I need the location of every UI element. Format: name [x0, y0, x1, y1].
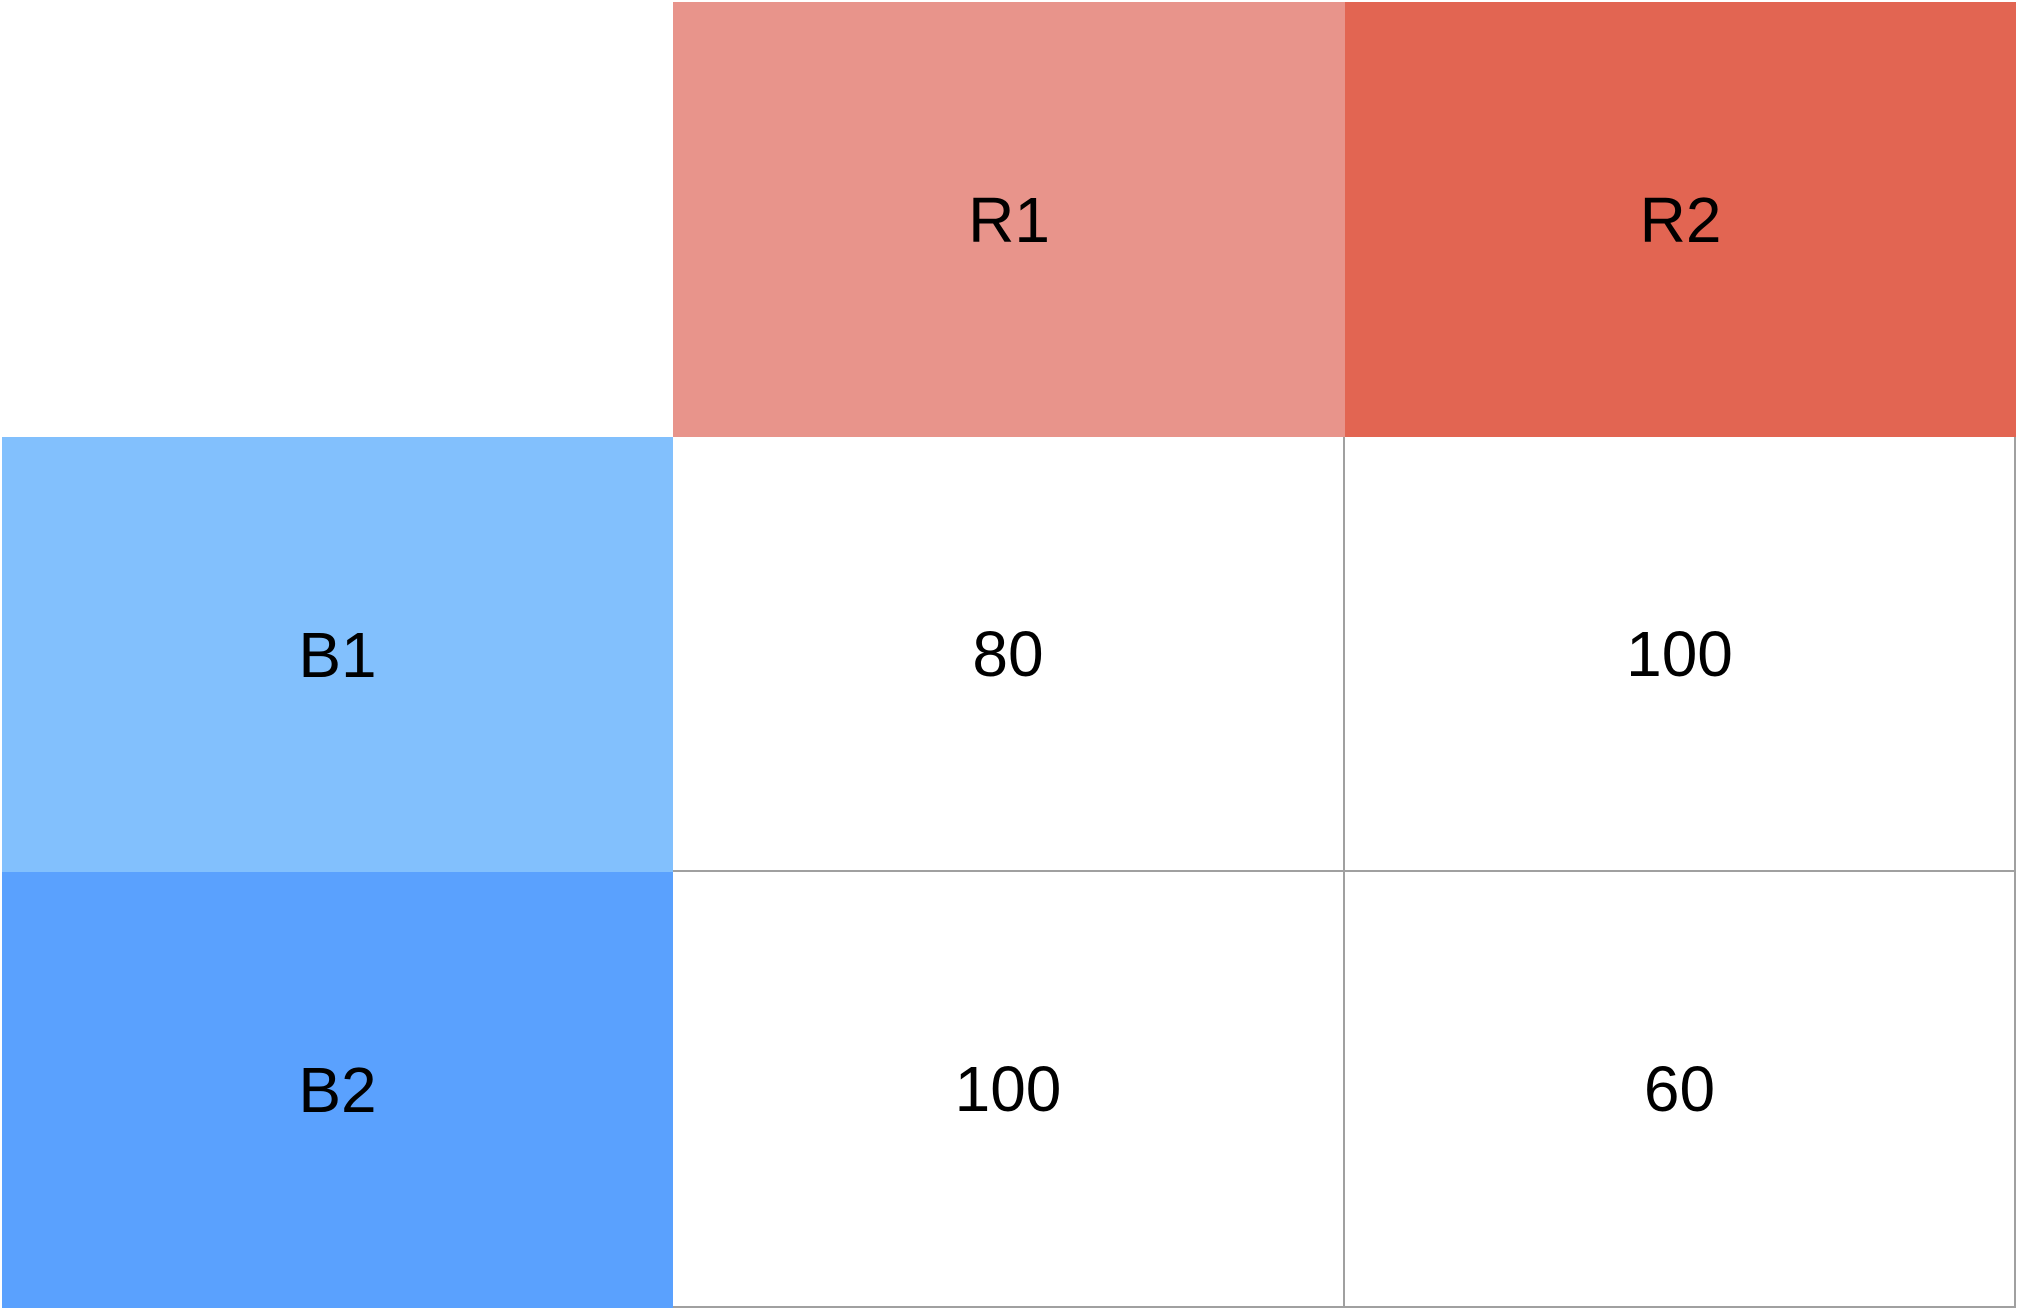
payoff-value: 80	[972, 617, 1044, 690]
corner-cell	[2, 2, 673, 437]
column-header-label: R1	[968, 183, 1050, 256]
payoff-value: 100	[954, 1053, 1062, 1125]
column-header-label: R2	[1639, 183, 1722, 256]
payoff-cell-b2-r2: 60	[1345, 872, 2016, 1308]
payoff-cell-b1-r1: 80	[673, 437, 1345, 872]
payoff-cell-b2-r1: 100	[673, 872, 1345, 1308]
payoff-cell-b1-r2: 100	[1345, 437, 2016, 872]
column-header-r1: R1	[673, 2, 1345, 437]
column-header-r2: R2	[1345, 2, 2016, 437]
payoff-value: 60	[1643, 1053, 1716, 1125]
row-header-label: B2	[298, 1054, 377, 1126]
payoff-value: 100	[1626, 617, 1733, 690]
row-header-b2: B2	[2, 872, 673, 1308]
row-header-label: B1	[298, 618, 377, 691]
row-header-b1: B1	[2, 437, 673, 872]
